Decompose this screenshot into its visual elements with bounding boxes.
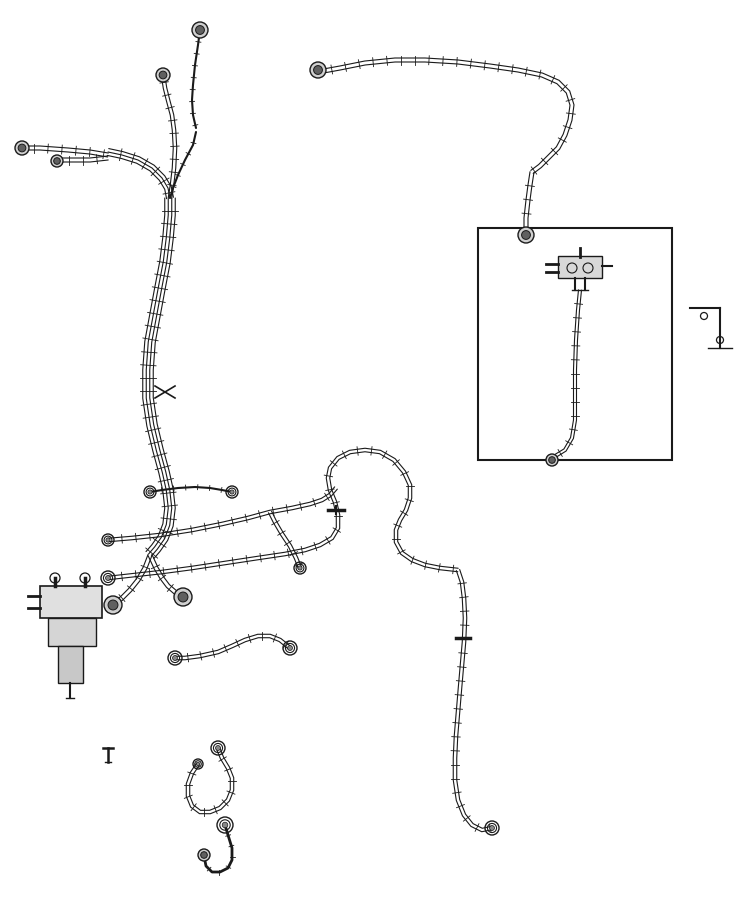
Bar: [40, 586, 102, 618]
Circle shape: [198, 849, 210, 861]
Circle shape: [518, 227, 534, 243]
Bar: [478, 228, 672, 460]
Circle shape: [148, 490, 152, 494]
Circle shape: [178, 592, 188, 602]
Circle shape: [298, 566, 302, 570]
Circle shape: [192, 22, 208, 38]
Circle shape: [159, 71, 167, 79]
Circle shape: [313, 66, 322, 75]
Bar: [58, 646, 83, 683]
Circle shape: [104, 596, 122, 614]
Circle shape: [196, 762, 200, 766]
Circle shape: [222, 823, 227, 828]
Circle shape: [106, 538, 110, 542]
Circle shape: [15, 141, 29, 155]
Circle shape: [156, 68, 170, 82]
Circle shape: [522, 230, 531, 239]
Circle shape: [196, 25, 205, 34]
Circle shape: [108, 600, 118, 610]
Circle shape: [310, 62, 326, 78]
Circle shape: [230, 490, 234, 494]
Bar: [558, 256, 602, 278]
Circle shape: [216, 745, 221, 751]
Circle shape: [173, 655, 177, 661]
Circle shape: [105, 576, 110, 580]
Bar: [48, 618, 96, 646]
Circle shape: [490, 825, 494, 831]
Circle shape: [53, 158, 60, 165]
Circle shape: [288, 645, 293, 651]
Circle shape: [201, 851, 207, 859]
Circle shape: [18, 144, 26, 152]
Circle shape: [546, 454, 558, 466]
Circle shape: [548, 456, 555, 464]
Circle shape: [51, 155, 63, 167]
Circle shape: [174, 588, 192, 606]
